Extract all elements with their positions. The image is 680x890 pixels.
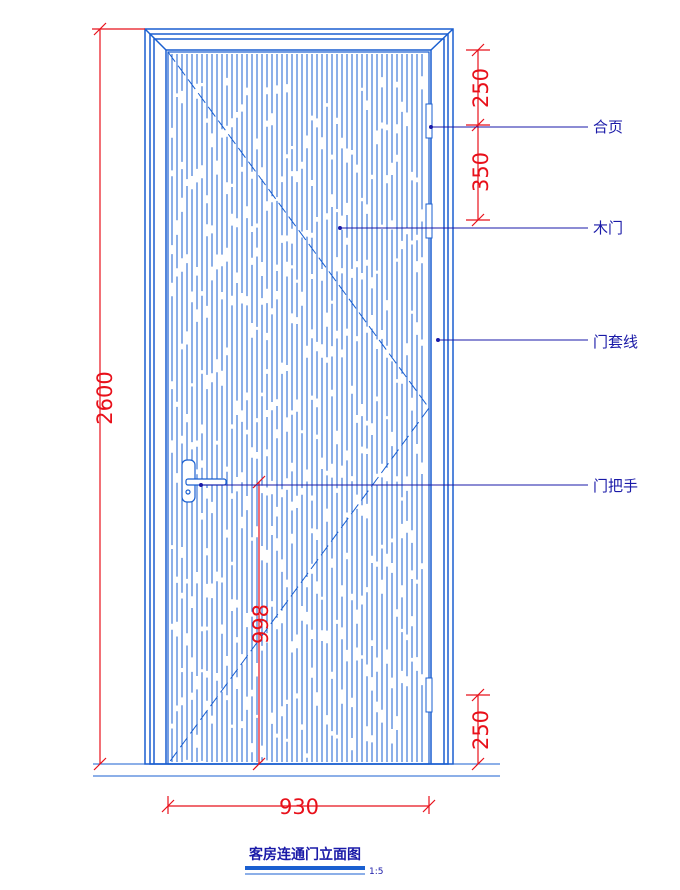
dimension-label-handle-height: 998 xyxy=(249,604,273,644)
dimension-label-hinge-spacing: 350 xyxy=(469,152,493,192)
dimension-total-height xyxy=(92,22,145,771)
dimension-label-width: 930 xyxy=(279,795,319,819)
callout-wood-door: 木门 xyxy=(593,219,623,237)
dimension-hinge-top-offset xyxy=(466,43,490,125)
callout-hinge: 合页 xyxy=(593,118,623,136)
dimension-label-total-height: 2600 xyxy=(93,371,117,424)
hinge-top xyxy=(425,103,433,139)
title-underline xyxy=(245,866,365,870)
dimension-hinge-spacing xyxy=(466,118,490,227)
door-handle xyxy=(181,459,227,503)
dimension-handle-height xyxy=(252,475,266,771)
hinge-bottom xyxy=(425,677,433,713)
wood-door-leaf xyxy=(167,51,430,765)
dimension-label-hinge-bottom: 250 xyxy=(469,710,493,750)
callout-door-handle: 门把手 xyxy=(593,477,638,495)
callout-door-casing: 门套线 xyxy=(593,333,638,351)
dimension-hinge-bottom-offset xyxy=(466,688,490,771)
door-swing-lines xyxy=(167,51,430,765)
wood-grain-pattern xyxy=(171,54,423,762)
dimension-width xyxy=(161,796,436,814)
drawing-title: 客房连通门立面图 xyxy=(248,846,361,863)
dimension-label-hinge-top: 250 xyxy=(469,68,493,108)
callout-leaders xyxy=(199,125,588,487)
drawing-scale: 1:5 xyxy=(369,867,383,877)
hinge-middle xyxy=(425,203,433,239)
hinges xyxy=(425,103,433,713)
